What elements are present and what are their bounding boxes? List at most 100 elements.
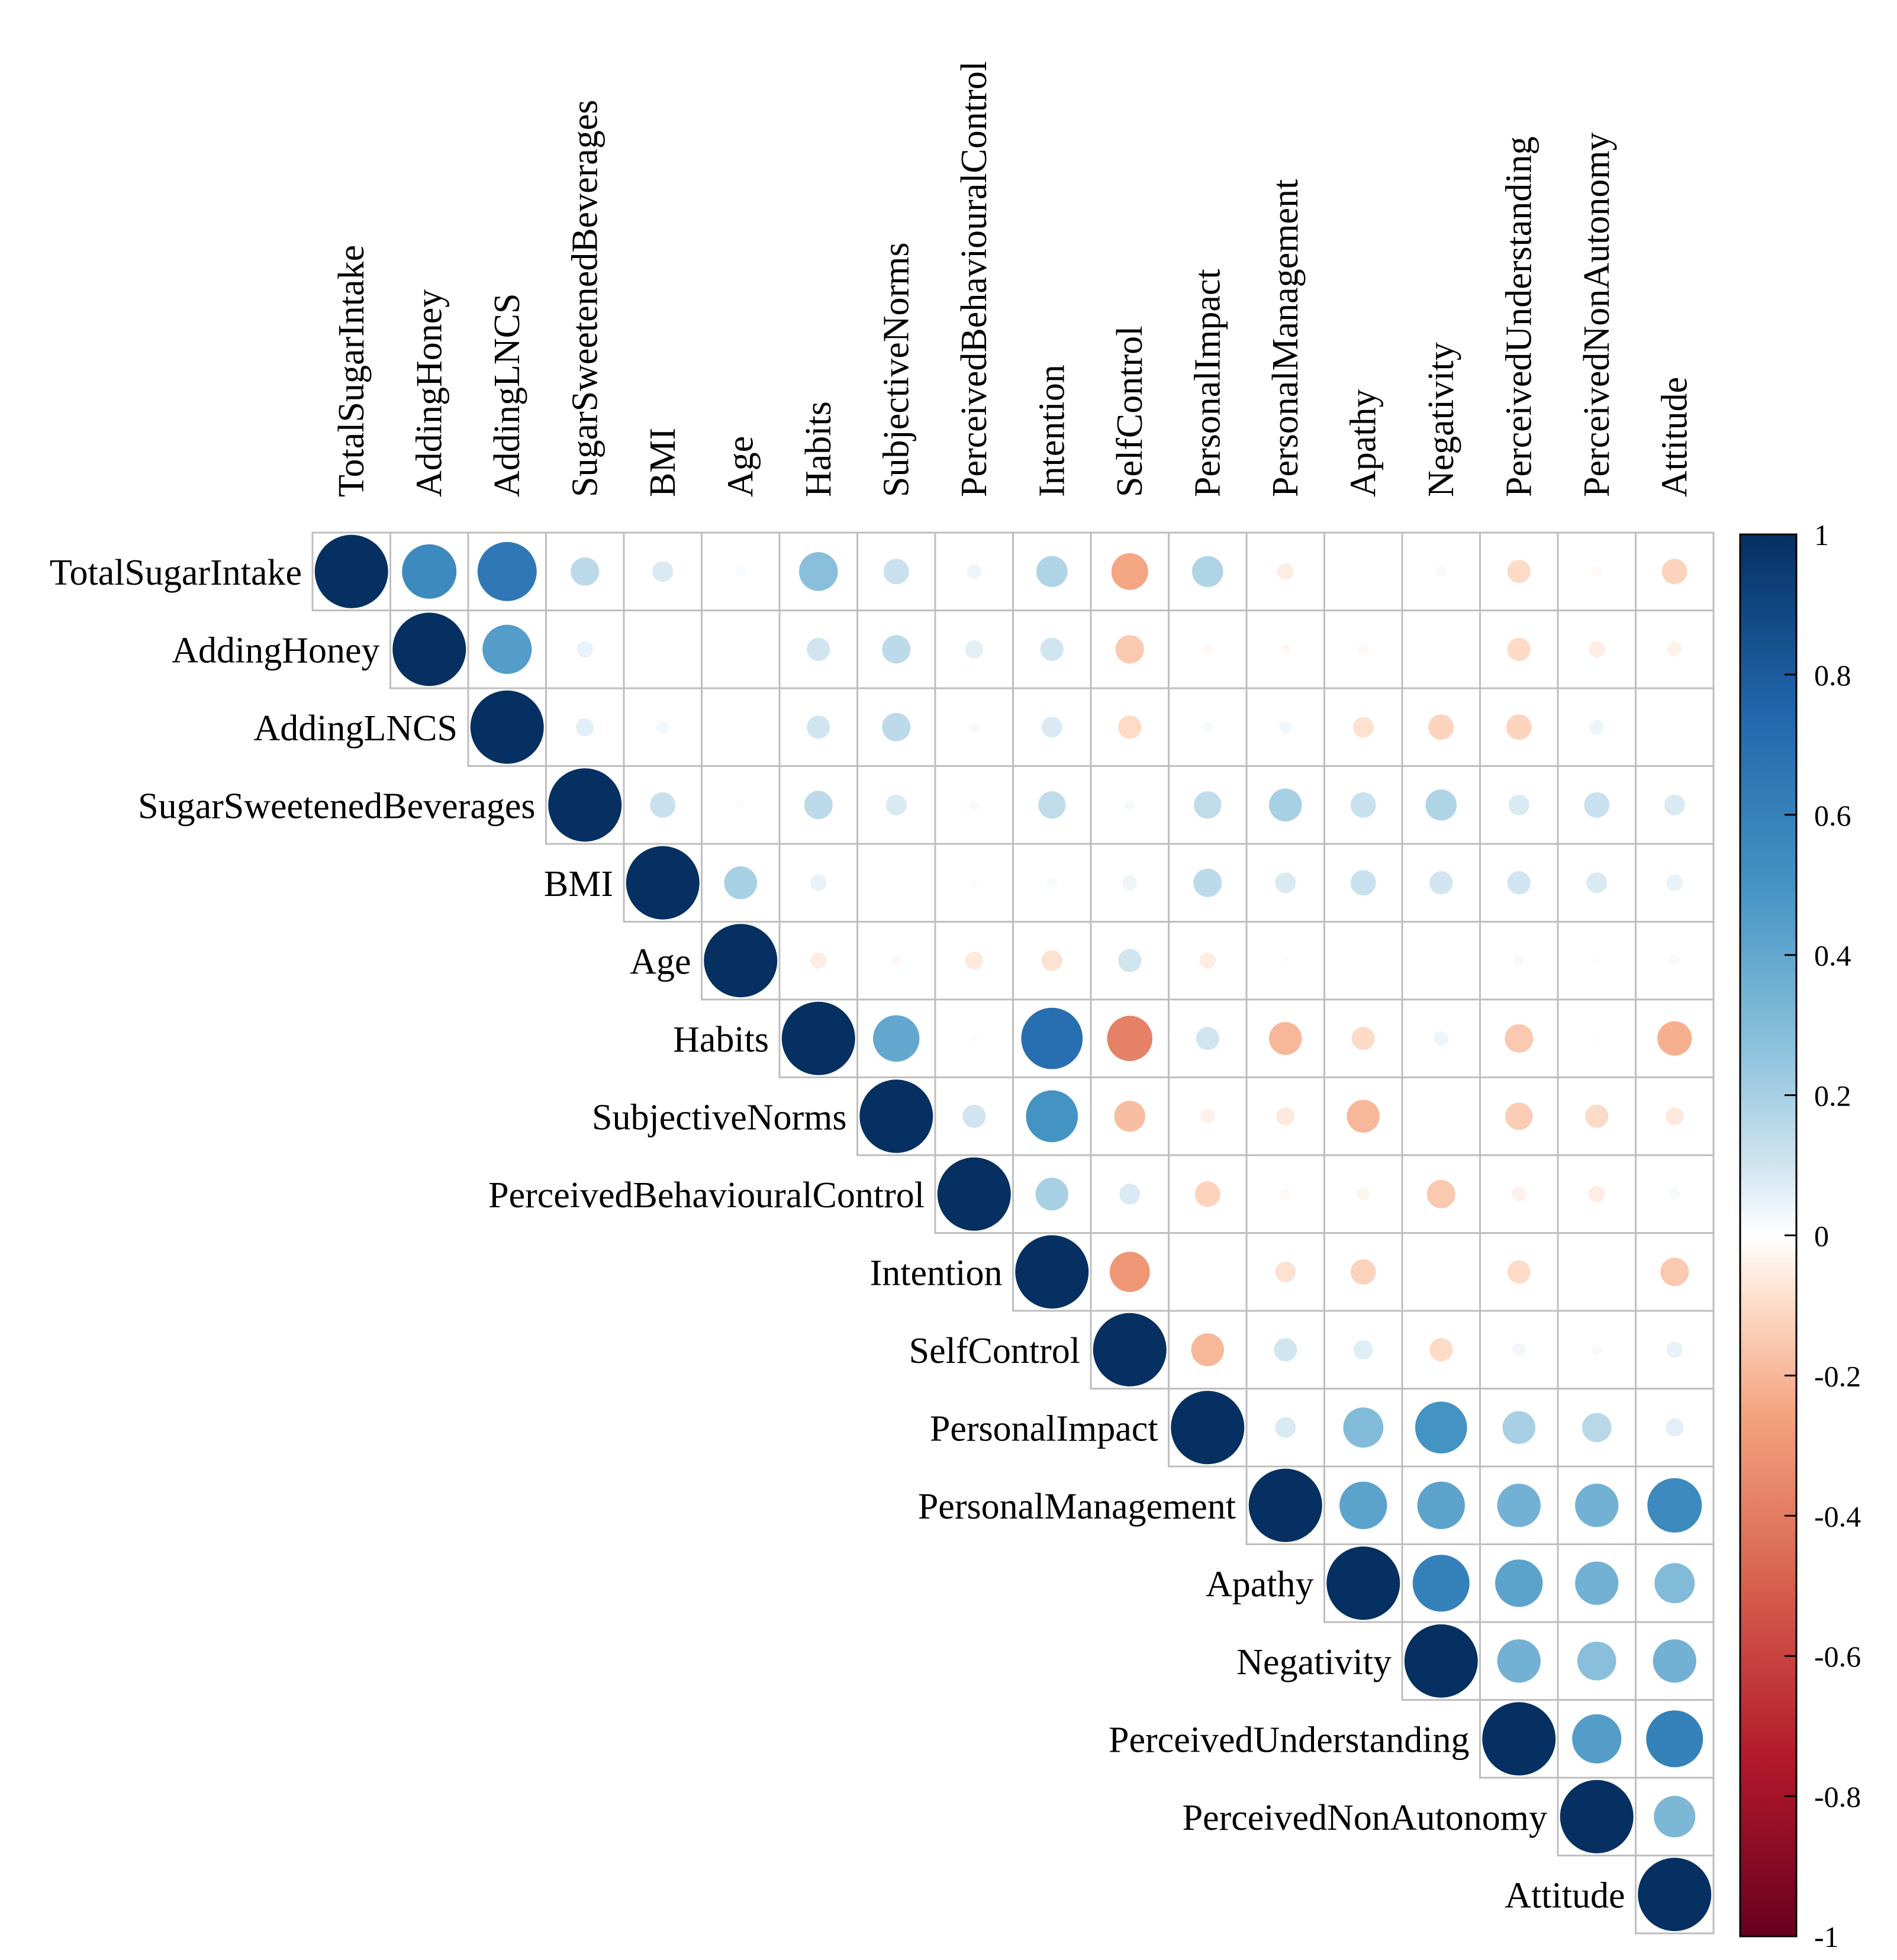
circle-perceived-behavioural-control-apathy: [1357, 1188, 1370, 1201]
legend-tick-label: -1: [1814, 1920, 1839, 1953]
circle-bmi-self-control: [1122, 875, 1138, 891]
circle-age-perceived-non-autonomy: [1593, 957, 1600, 965]
circle-adding-lncs-perceived-non-autonomy: [1589, 720, 1605, 735]
circle-total-sugar-intake-age: [735, 566, 746, 577]
legend-tick-label: 0.4: [1814, 939, 1851, 972]
cell-adding-honey-age: [701, 610, 781, 689]
circle-adding-lncs-self-control: [1118, 715, 1142, 739]
row-label-age: Age: [630, 942, 691, 982]
circle-subjective-norms-perceived-behavioural-control: [962, 1104, 986, 1128]
circle-adding-lncs-adding-lncs: [470, 690, 544, 764]
circle-subjective-norms-self-control: [1114, 1100, 1146, 1132]
row-label-intention: Intention: [870, 1253, 1003, 1293]
circle-sugar-sweetened-beverages-perceived-non-autonomy: [1584, 792, 1610, 818]
cell-age-apathy: [1323, 921, 1403, 1001]
circle-adding-honey-sugar-sweetened-beverages: [576, 641, 594, 658]
cell-adding-honey-negativity: [1401, 610, 1481, 689]
circle-sugar-sweetened-beverages-personal-management: [1269, 788, 1302, 821]
circle-subjective-norms-personal-impact: [1200, 1108, 1215, 1124]
circle-habits-intention: [1021, 1007, 1083, 1069]
circle-self-control-apathy: [1353, 1340, 1373, 1360]
legend-tick-label: 0.2: [1814, 1079, 1851, 1113]
circle-perceived-understanding-perceived-non-autonomy: [1572, 1714, 1622, 1764]
circle-bmi-bmi: [626, 846, 700, 920]
cell-intention-negativity: [1401, 1232, 1481, 1312]
col-label-intention: Intention: [1032, 365, 1072, 497]
row-label-attitude: Attitude: [1505, 1875, 1625, 1916]
circle-self-control-perceived-understanding: [1512, 1343, 1525, 1356]
circle-perceived-behavioural-control-attitude: [1669, 1188, 1680, 1200]
circle-adding-honey-habits: [807, 637, 830, 661]
legend-tick-label: 0.8: [1814, 659, 1851, 692]
col-label-sugar-sweetened-beverages: SugarSweetenedBeverages: [565, 100, 605, 497]
cell-age-negativity: [1401, 921, 1481, 1001]
circle-adding-lncs-personal-impact: [1202, 721, 1213, 733]
circle-intention-apathy: [1350, 1259, 1376, 1285]
cell-adding-honey-bmi: [623, 610, 703, 689]
col-label-apathy: Apathy: [1343, 389, 1383, 497]
circle-habits-attitude: [1657, 1021, 1692, 1056]
circle-habits-self-control: [1107, 1016, 1152, 1061]
circle-total-sugar-intake-sugar-sweetened-beverages: [571, 557, 600, 586]
circle-adding-honey-apathy: [1358, 644, 1369, 655]
circle-bmi-personal-impact: [1193, 868, 1222, 897]
circle-personal-management-perceived-understanding: [1497, 1484, 1541, 1527]
circle-sugar-sweetened-beverages-apathy: [1350, 792, 1376, 818]
circle-age-personal-impact: [1199, 952, 1216, 969]
legend-tick-label: 1: [1814, 518, 1829, 552]
circle-sugar-sweetened-beverages-bmi: [650, 792, 676, 818]
circle-age-intention: [1041, 950, 1062, 971]
circle-adding-honey-intention: [1040, 637, 1064, 661]
circle-adding-honey-adding-lncs: [482, 624, 532, 674]
legend-tick-label: -0.4: [1814, 1500, 1861, 1533]
circle-intention-attitude: [1660, 1258, 1689, 1287]
circle-perceived-non-autonomy-attitude: [1654, 1795, 1696, 1838]
circle-negativity-attitude: [1653, 1639, 1696, 1683]
col-label-subjective-norms: SubjectiveNorms: [876, 243, 916, 498]
circle-age-self-control: [1118, 949, 1142, 972]
circle-personal-impact-personal-management: [1275, 1417, 1296, 1438]
circle-sugar-sweetened-beverages-perceived-behavioural-control: [968, 800, 980, 811]
circle-total-sugar-intake-habits: [798, 552, 838, 591]
circle-sugar-sweetened-beverages-subjective-norms: [885, 794, 907, 815]
circle-perceived-behavioural-control-personal-impact: [1194, 1181, 1220, 1207]
col-label-personal-impact: PersonalImpact: [1187, 269, 1228, 497]
circle-total-sugar-intake-negativity: [1435, 566, 1447, 577]
circle-adding-lncs-subjective-norms: [882, 713, 911, 742]
circle-sugar-sweetened-beverages-sugar-sweetened-beverages: [548, 768, 622, 842]
circle-self-control-perceived-non-autonomy: [1591, 1344, 1602, 1355]
circle-adding-lncs-perceived-behavioural-control: [968, 721, 980, 733]
circle-total-sugar-intake-personal-impact: [1191, 556, 1223, 588]
circle-intention-intention: [1015, 1235, 1089, 1309]
circle-age-perceived-behavioural-control: [965, 952, 983, 970]
circle-habits-perceived-behavioural-control: [970, 1034, 978, 1042]
circle-age-attitude: [1669, 955, 1680, 966]
legend-tick-label: 0: [1814, 1220, 1829, 1253]
circle-sugar-sweetened-beverages-personal-impact: [1194, 791, 1222, 819]
circle-habits-habits: [781, 1001, 855, 1075]
matrix-cells: [311, 531, 1715, 1935]
row-label-personal-impact: PersonalImpact: [930, 1408, 1158, 1449]
circle-self-control-attitude: [1666, 1341, 1683, 1358]
circle-negativity-perceived-understanding: [1497, 1639, 1541, 1683]
circle-bmi-attitude: [1666, 874, 1683, 891]
col-label-habits: Habits: [798, 401, 839, 497]
circle-bmi-perceived-non-autonomy: [1586, 872, 1608, 894]
circle-habits-negativity: [1434, 1031, 1449, 1046]
cell-total-sugar-intake-subjective-norms: [856, 531, 936, 611]
cell-intention-perceived-non-autonomy: [1557, 1232, 1637, 1312]
circle-perceived-behavioural-control-personal-management: [1280, 1188, 1291, 1200]
circle-perceived-behavioural-control-perceived-non-autonomy: [1588, 1185, 1605, 1203]
circle-perceived-understanding-perceived-understanding: [1482, 1702, 1556, 1776]
circle-habits-perceived-non-autonomy: [1593, 1034, 1600, 1042]
col-label-age: Age: [720, 436, 761, 497]
row-label-sugar-sweetened-beverages: SugarSweetenedBeverages: [138, 786, 535, 826]
circle-total-sugar-intake-perceived-understanding: [1507, 560, 1531, 584]
circle-apathy-perceived-non-autonomy: [1575, 1561, 1619, 1605]
circle-age-personal-management: [1281, 957, 1289, 965]
circle-bmi-age: [724, 866, 757, 900]
circle-personal-management-attitude: [1647, 1478, 1702, 1533]
column-labels: TotalSugarIntake AddingHoney AddingLNCS Sug…: [331, 61, 1695, 497]
circle-personal-impact-apathy: [1343, 1407, 1384, 1448]
